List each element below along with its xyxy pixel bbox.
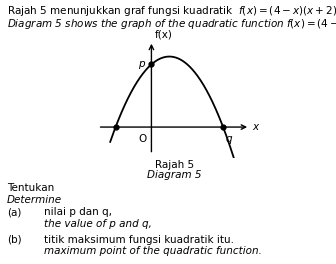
Text: nilai p dan q,: nilai p dan q,	[44, 207, 112, 217]
Text: maximum point of the quadratic function.: maximum point of the quadratic function.	[44, 246, 261, 256]
Text: Tentukan: Tentukan	[7, 183, 54, 194]
Text: titik maksimum fungsi kuadratik itu.: titik maksimum fungsi kuadratik itu.	[44, 235, 234, 245]
Text: q: q	[226, 134, 233, 144]
Text: Rajah 5 menunjukkan graf fungsi kuadratik  $f(x) = (4 - x)(x + 2)$ .: Rajah 5 menunjukkan graf fungsi kuadrati…	[7, 4, 336, 18]
Text: x: x	[253, 122, 259, 132]
Text: Rajah 5: Rajah 5	[155, 160, 194, 170]
Text: p: p	[138, 59, 145, 69]
Text: Diagram 5: Diagram 5	[148, 170, 202, 180]
Text: (b): (b)	[7, 235, 22, 245]
Text: Diagram 5 shows the graph of the quadratic function $f(x) = (4 - x)(x + 2)$ .: Diagram 5 shows the graph of the quadrat…	[7, 17, 336, 31]
Text: Determine: Determine	[7, 195, 62, 205]
Text: O: O	[139, 134, 147, 144]
Text: the value of p and q,: the value of p and q,	[44, 219, 152, 229]
Text: (a): (a)	[7, 207, 21, 217]
Text: f(x): f(x)	[155, 29, 172, 39]
